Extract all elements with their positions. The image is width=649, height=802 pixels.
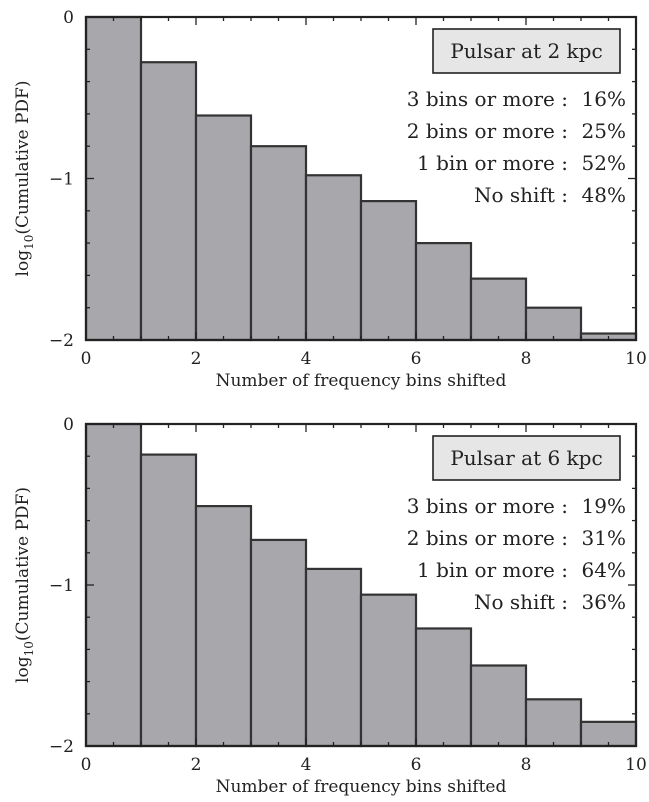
bar-bin-2 [194,114,253,342]
y-axis-label-subscript: 10 [22,235,36,250]
annotation-label: No shift : [474,590,568,614]
y-axis-label-base: log [13,656,33,683]
bar-bin-1 [139,61,198,342]
bar-bin-3 [249,538,308,748]
bar-bin-1 [139,453,198,748]
bar-bin-4 [304,174,363,342]
annotation-value: 25% [582,119,626,143]
bar-bin-5 [359,593,418,748]
bar-bin-9 [579,720,638,748]
x-tick-label: 6 [411,755,422,775]
annotation-label: No shift : [474,183,568,207]
annotation-label: 3 bins or more : [407,87,568,111]
annotation-value: 19% [582,494,626,518]
bar-bin-0 [84,422,143,748]
bar-bin-6 [414,242,473,342]
y-tick-label: −1 [49,170,74,190]
x-axis-label: Number of frequency bins shifted [216,777,507,797]
legend-box-label: Pulsar at 6 kpc [450,446,602,470]
bar-bin-5 [359,200,418,342]
legend-box-label: Pulsar at 2 kpc [450,39,602,63]
y-axis-label-rest: (Cumulative PDF) [13,487,33,641]
bar-bin-8 [524,698,583,748]
chart-panel-2: 0 2 4 6 8 10 0 −1 −2 Number of frequency bins shi… [13,415,647,797]
annotation-value: 16% [582,87,626,111]
annotation-value: 48% [582,183,626,207]
legend-box [432,28,621,74]
bar-bin-8 [524,306,583,342]
x-tick-label: 6 [411,349,422,369]
y-axis-label-subscript: 10 [22,641,36,656]
bar-bin-0 [84,15,143,342]
annotation-value: 64% [582,558,626,582]
y-tick-label: −1 [49,576,74,596]
x-tick-label: 10 [625,349,647,369]
annotation-label: 1 bin or more : [417,151,568,175]
y-axis-label: log10(Cumulative PDF) [13,487,36,683]
annotation-value: 36% [582,590,626,614]
x-tick-label: 4 [301,755,312,775]
bar-bin-2 [194,505,253,748]
x-tick-label: 2 [191,349,202,369]
annotation-label: 2 bins or more : [407,526,568,550]
y-tick-label: −2 [49,331,74,351]
x-tick-label: 8 [521,755,532,775]
annotation-value: 52% [582,151,626,175]
y-tick-label: 0 [63,415,74,435]
legend-box [432,435,621,481]
x-axis-label: Number of frequency bins shifted [216,371,507,391]
bar-bin-7 [469,277,528,342]
x-tick-label: 8 [521,349,532,369]
x-tick-label: 4 [301,349,312,369]
bar-bin-6 [414,627,473,748]
y-tick-label: −2 [49,737,74,757]
bar-bin-7 [469,664,528,748]
annotation-label: 1 bin or more : [417,558,568,582]
x-tick-label: 2 [191,755,202,775]
y-axis-label-base: log [13,250,33,277]
bar-bin-4 [304,567,363,748]
y-tick-label: 0 [63,8,74,28]
y-axis-label-rest: (Cumulative PDF) [13,81,33,235]
y-axis-label: log10(Cumulative PDF) [13,81,36,277]
x-tick-label: 10 [625,755,647,775]
annotation-value: 31% [582,526,626,550]
x-tick-label: 0 [81,755,92,775]
chart-panel-1: 0 2 4 6 8 10 0 −1 −2 Number of frequency bins shi… [13,8,647,391]
annotation-label: 3 bins or more : [407,494,568,518]
x-tick-label: 0 [81,349,92,369]
bar-bin-3 [249,145,308,342]
annotation-label: 2 bins or more : [407,119,568,143]
